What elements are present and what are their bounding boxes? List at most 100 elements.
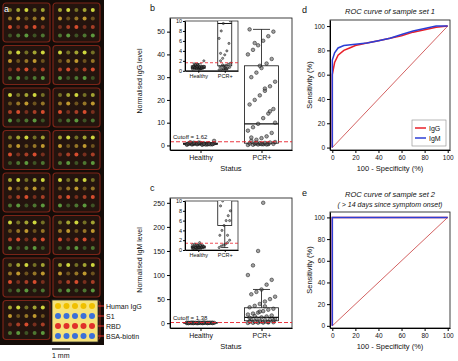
tick-label: 80 [318,47,326,54]
tick-mark [327,217,330,218]
tick: 20 [352,150,360,161]
tick: 40 [318,279,330,286]
spot [33,229,37,233]
box [218,21,232,66]
spot [58,144,62,148]
spot [58,25,62,29]
spot [24,263,28,267]
spot [16,263,20,267]
spot [91,153,95,157]
spot [33,238,37,242]
tick: 100 [443,328,454,339]
spot [83,34,87,38]
point [251,48,255,52]
spot [16,68,20,72]
key-spot [55,303,61,309]
tick-label: 20 [352,154,360,161]
tick-label: 60 [398,332,406,339]
point [201,246,203,248]
point [229,239,231,241]
tick-label: 10 [176,198,182,204]
spot [74,144,78,148]
y-axis-title: Normalised IgG level [136,48,144,113]
point [256,122,260,126]
tick: Healthy [189,150,213,162]
point [261,116,265,120]
point [194,246,196,248]
point [189,140,193,144]
tick-label: 2 [179,58,182,64]
spot [66,187,70,191]
point [218,69,220,71]
tick-mark [167,227,170,228]
key-spot [89,313,95,319]
point [273,295,277,299]
point [260,288,264,292]
spot [58,136,62,140]
tick-label: 20 [352,332,360,339]
spot [58,204,62,208]
spot [66,246,70,250]
tick-mark [167,32,170,33]
tick: Healthy [189,250,208,258]
spot [91,136,95,140]
spot [16,178,20,182]
point [265,135,269,139]
tick-mark [378,150,379,153]
spot [74,25,78,29]
tick: 150 [153,248,170,255]
tick-mark [355,328,356,331]
tick-mark [183,51,185,52]
spot [8,102,12,106]
spot [41,119,45,123]
x-axis-title: Status [220,342,242,351]
spot [16,153,20,157]
tick: PCR+ [253,328,272,339]
spot [74,102,78,106]
key-spot [64,323,70,329]
well [3,216,50,255]
axis: 020406080100 [331,150,454,161]
point [201,67,203,69]
spot [41,93,45,97]
cutoff-line [185,62,238,63]
spot [8,238,12,242]
spot [33,204,37,208]
point [256,44,260,48]
key-spot [55,333,61,339]
point [246,273,250,277]
tick-label: 40 [318,279,326,286]
spot [74,153,78,157]
point [226,67,228,69]
tick-mark [327,304,330,305]
key-spot [72,333,78,339]
tick: PCR+ [253,150,272,161]
spot [91,144,95,148]
point [258,94,262,98]
tick-mark [167,203,170,204]
tick-label: 6 [179,38,182,44]
spot [8,59,12,63]
tick-mark [327,282,330,283]
layout-key [52,300,98,342]
panel-label: b [150,3,155,13]
spot [41,25,45,29]
tick-label: 60 [318,257,326,264]
tick: 80 [318,236,330,243]
tick-label: 30 [157,74,165,81]
point [246,313,250,317]
point [196,244,198,246]
spot [24,102,28,106]
tick: 4 [179,228,185,234]
point [255,71,259,75]
tick-label: 200 [153,224,165,231]
spot [66,238,70,242]
cutoff-label: Cutoff = 1.38 [173,315,208,321]
key-pointer [98,326,104,327]
spot [74,76,78,80]
figure: aHuman IgGS1RBDBSA-biotin1 mmCutoff = 1.… [0,0,458,361]
point [250,292,254,296]
tick-label: 6 [179,218,182,224]
tick-mark [167,100,170,101]
spot [16,323,20,327]
